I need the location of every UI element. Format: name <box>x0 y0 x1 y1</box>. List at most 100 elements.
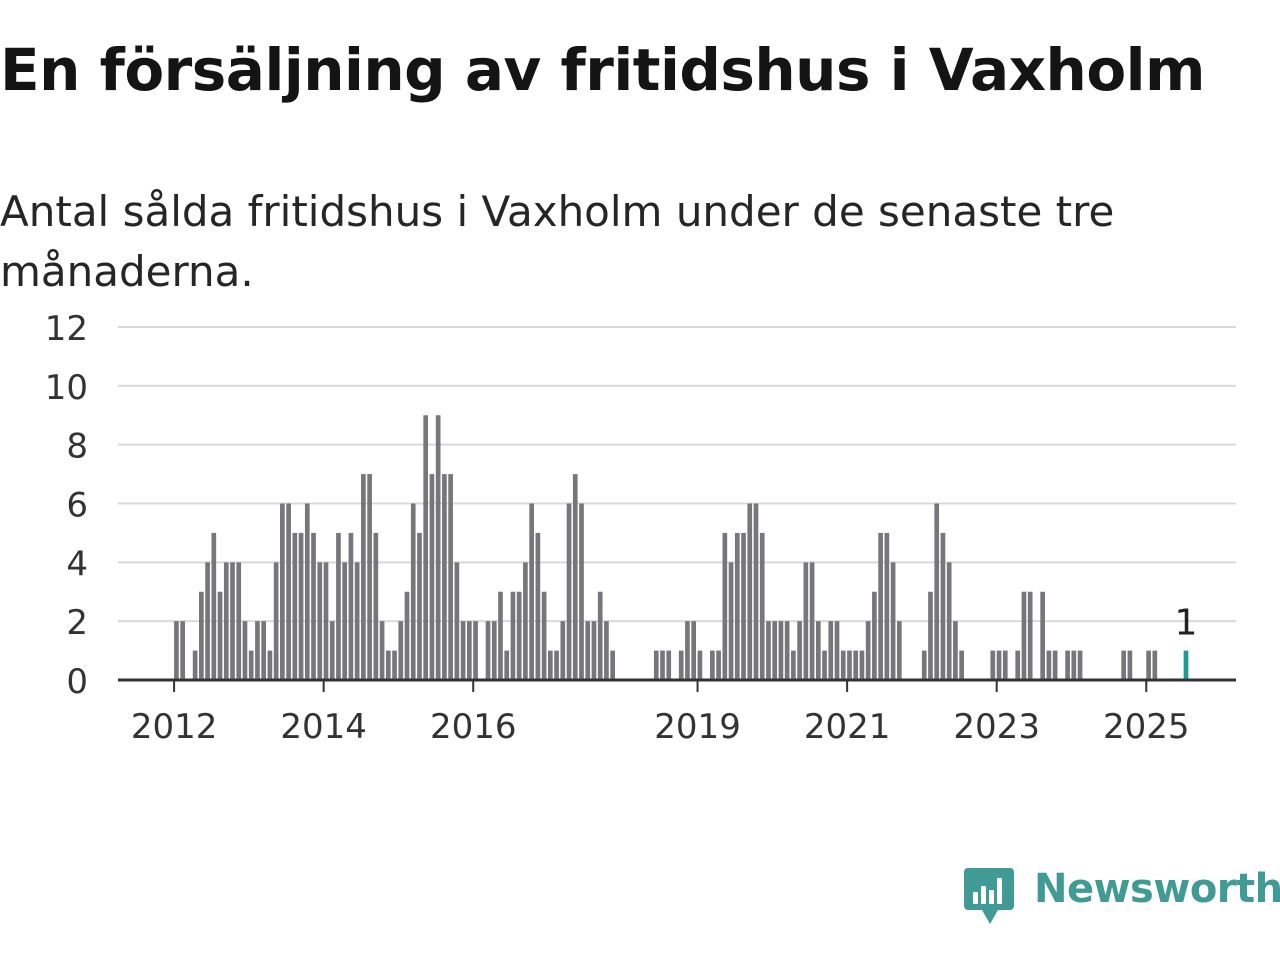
bar <box>410 503 416 680</box>
x-tick-label: 2014 <box>280 707 367 747</box>
bar <box>205 562 210 680</box>
bar <box>560 621 566 680</box>
bar <box>809 562 815 680</box>
bar <box>498 591 503 680</box>
bar <box>180 621 185 680</box>
bar <box>223 562 229 680</box>
bar <box>242 621 248 680</box>
bar <box>541 591 547 680</box>
newsworthy-wordmark: Newsworthy <box>1034 866 1280 912</box>
bar <box>554 650 559 680</box>
bar <box>759 532 765 680</box>
y-tick-label: 6 <box>66 486 88 526</box>
x-tick-label: 2019 <box>654 707 741 747</box>
newsworthy-logo[interactable]: Newsworthy <box>964 866 1280 926</box>
bar <box>535 532 541 680</box>
bar <box>460 621 466 680</box>
bar <box>597 591 603 680</box>
bar <box>572 474 578 680</box>
bar <box>959 650 964 680</box>
bar <box>691 621 697 680</box>
bar <box>454 562 460 680</box>
data-labels: 1 <box>1175 603 1198 644</box>
bar <box>722 532 728 680</box>
bar <box>1071 650 1077 680</box>
bar <box>280 503 285 680</box>
chart-title: En försäljning av fritidshus i Vaxholm <box>0 36 1205 104</box>
bar <box>878 532 883 680</box>
bar <box>1152 650 1158 680</box>
bar <box>1015 650 1021 680</box>
bar <box>678 650 684 680</box>
bar <box>1021 591 1027 680</box>
bar <box>423 415 429 680</box>
bar <box>1040 591 1045 680</box>
bar <box>1065 650 1070 680</box>
y-tick-label: 12 <box>45 309 88 349</box>
bar <box>466 621 472 680</box>
bar <box>996 650 1002 680</box>
bar <box>653 650 659 680</box>
bar <box>859 650 865 680</box>
bar <box>828 621 834 680</box>
bar <box>1002 650 1008 680</box>
bar <box>953 621 958 680</box>
bar <box>741 532 746 680</box>
bar <box>298 532 304 680</box>
bar <box>610 650 615 680</box>
bar <box>579 503 584 680</box>
bar <box>485 621 491 680</box>
y-axis-ticks: 0 2 4 6 8 10 12 <box>45 309 88 702</box>
bar <box>442 474 447 680</box>
x-tick-label: 2023 <box>953 707 1040 747</box>
bar <box>516 591 522 680</box>
gridlines <box>118 326 1236 623</box>
bar <box>784 621 790 680</box>
bar <box>392 650 397 680</box>
bar <box>292 532 298 680</box>
bar <box>747 503 753 680</box>
bar <box>336 532 341 680</box>
bar <box>417 532 422 680</box>
bar <box>1027 591 1033 680</box>
bar <box>660 650 665 680</box>
bar <box>815 621 821 680</box>
x-tick-label: 2012 <box>131 707 218 747</box>
bar <box>1146 650 1151 680</box>
bar <box>236 562 242 680</box>
bar-chart: 0 2 4 6 8 10 12 2012 2014 2016 2019 2021 2023 2025 1 <box>45 309 1236 747</box>
bar <box>248 650 254 680</box>
bar <box>529 503 534 680</box>
bar <box>367 474 372 680</box>
bar <box>710 650 715 680</box>
bar <box>853 650 859 680</box>
bar <box>548 650 553 680</box>
bar <box>847 650 852 680</box>
bar-highlight <box>1183 650 1189 680</box>
bar <box>404 591 410 680</box>
bar <box>1121 650 1127 680</box>
y-tick-label: 2 <box>66 603 88 643</box>
bar <box>435 415 441 680</box>
x-tick-label: 2016 <box>430 707 517 747</box>
bar <box>361 474 366 680</box>
y-tick-label: 10 <box>45 368 88 408</box>
bar <box>872 591 877 680</box>
bar <box>448 474 453 680</box>
bar <box>753 503 759 680</box>
bar <box>311 532 316 680</box>
bar <box>890 562 896 680</box>
bar <box>716 650 721 680</box>
bar <box>1046 650 1052 680</box>
bar <box>348 532 354 680</box>
bar <box>604 621 609 680</box>
bar <box>840 650 846 680</box>
bar <box>697 650 703 680</box>
bar <box>585 621 591 680</box>
bar <box>1052 650 1058 680</box>
bar <box>373 532 379 680</box>
data-label: 1 <box>1175 603 1198 644</box>
bar <box>174 621 179 680</box>
bar <box>304 503 310 680</box>
bar <box>791 650 796 680</box>
